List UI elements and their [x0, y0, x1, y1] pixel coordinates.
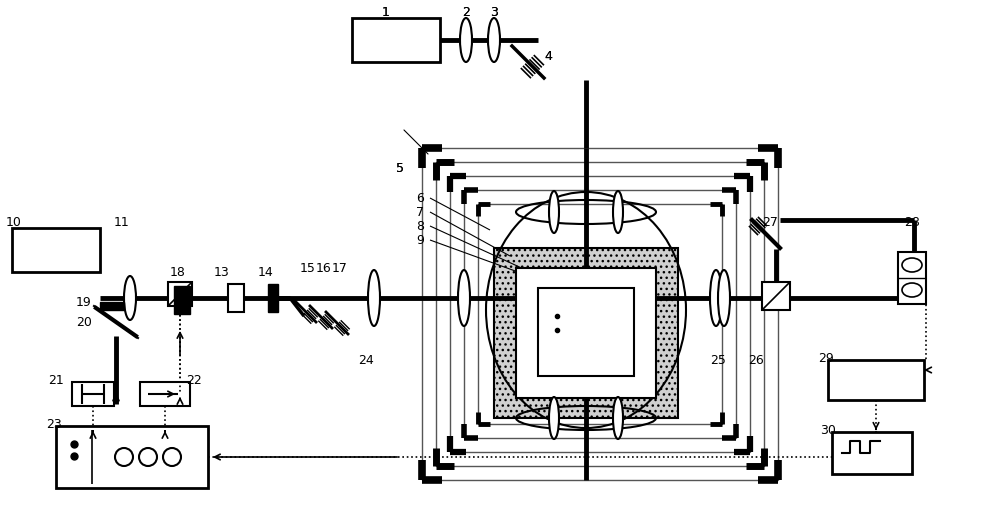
Text: 1: 1 [382, 5, 390, 18]
Text: 5: 5 [396, 162, 404, 174]
Text: 3: 3 [490, 5, 498, 18]
Ellipse shape [458, 270, 470, 326]
Bar [228, 284, 244, 312]
Text: 27: 27 [762, 215, 778, 229]
Text: 16: 16 [316, 261, 332, 275]
Bar [538, 288, 634, 376]
Ellipse shape [710, 270, 722, 326]
Text: 6: 6 [416, 192, 424, 204]
Text: 5: 5 [396, 162, 404, 174]
Bar [56, 426, 208, 488]
Ellipse shape [124, 276, 136, 320]
Ellipse shape [488, 18, 500, 62]
Bar [72, 382, 114, 406]
Bar [352, 18, 440, 62]
Text: 1: 1 [382, 5, 390, 18]
Bar [140, 382, 190, 406]
Bar [762, 282, 790, 310]
Ellipse shape [718, 270, 730, 326]
Text: 19: 19 [76, 296, 92, 308]
Bar [494, 248, 678, 418]
Text: 4: 4 [544, 50, 552, 62]
Bar [478, 204, 722, 424]
Text: 17: 17 [332, 261, 348, 275]
Text: 9: 9 [416, 233, 424, 247]
Bar [436, 162, 764, 466]
Ellipse shape [549, 191, 559, 233]
Text: 4: 4 [544, 50, 552, 62]
Text: 13: 13 [214, 266, 230, 278]
Text: 26: 26 [748, 354, 764, 366]
Text: 29: 29 [818, 352, 834, 364]
Ellipse shape [613, 397, 623, 439]
Ellipse shape [549, 397, 559, 439]
Text: 8: 8 [416, 220, 424, 232]
Text: 20: 20 [76, 316, 92, 328]
Bar [422, 148, 778, 480]
Text: 14: 14 [258, 266, 274, 278]
Bar [168, 282, 192, 306]
Bar [174, 286, 190, 314]
Bar [100, 302, 124, 310]
Text: 7: 7 [416, 205, 424, 219]
Bar [898, 252, 926, 304]
Text: 18: 18 [170, 266, 186, 278]
Text: 22: 22 [186, 373, 202, 386]
Text: 21: 21 [48, 373, 64, 386]
Bar [464, 190, 736, 438]
Bar [828, 360, 924, 400]
Bar [12, 228, 100, 272]
Text: 10: 10 [6, 215, 22, 229]
Bar [450, 176, 750, 452]
Text: 15: 15 [300, 261, 316, 275]
Text: 23: 23 [46, 418, 62, 430]
Text: 2: 2 [462, 5, 470, 18]
Bar [516, 268, 656, 398]
Text: 12: 12 [174, 301, 190, 315]
Bar [832, 432, 912, 474]
Ellipse shape [368, 270, 380, 326]
Text: 2: 2 [462, 5, 470, 18]
Text: 28: 28 [904, 215, 920, 229]
Text: 3: 3 [490, 5, 498, 18]
Text: 25: 25 [710, 354, 726, 366]
Text: 30: 30 [820, 423, 836, 437]
Ellipse shape [613, 191, 623, 233]
Bar [268, 284, 278, 312]
Text: 24: 24 [358, 354, 374, 366]
Ellipse shape [460, 18, 472, 62]
Text: 11: 11 [114, 215, 130, 229]
